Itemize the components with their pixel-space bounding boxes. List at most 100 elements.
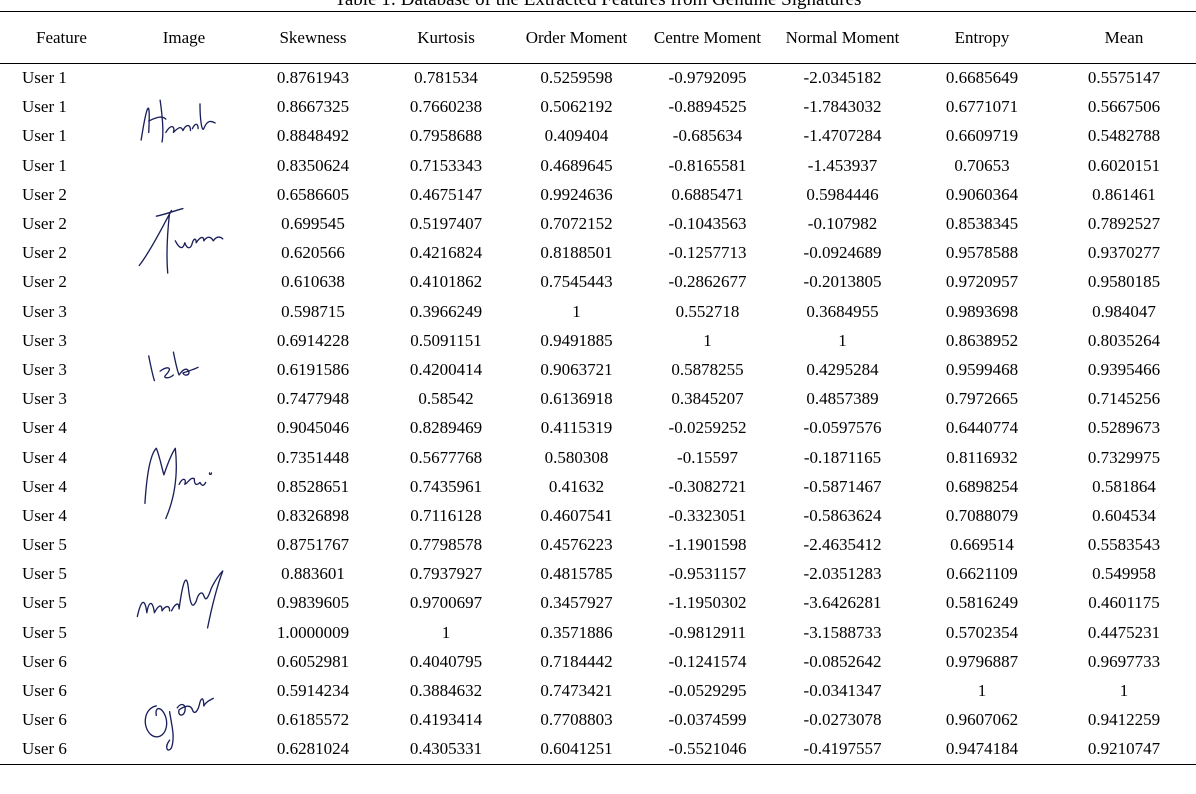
value-cell: 0.4115319 — [540, 418, 613, 438]
table-row: User 5 0.8751767 0.7798578 0.4576223 -1.1901… — [0, 531, 1196, 629]
value-cell: 0.6281024 — [245, 734, 381, 765]
value-cell: 0.3966249 — [409, 301, 483, 321]
table-row: User 6 0.6185572 0.4193414 0.7708803 -0.0374… — [0, 706, 1196, 735]
column-header-entropy: Entropy — [912, 11, 1052, 64]
value-cell: 0.9700697 — [409, 593, 483, 613]
value-cell: 0.3845207 — [671, 389, 744, 409]
value-cell: 0.8528651 — [276, 476, 350, 496]
value-cell: -2.0351283 — [803, 564, 882, 584]
features-table: Feature Image Skewness Kurtosis Order Moment… — [0, 11, 1196, 765]
value-cell: -0.0259252 — [668, 418, 747, 438]
value-cell: 0.6041251 — [511, 734, 642, 765]
value-cell: 0.8638952 — [945, 330, 1019, 350]
value-cell: -0.3323051 — [668, 505, 747, 525]
value-cell: -0.3082721 — [668, 476, 747, 496]
signature-image-user2 — [127, 182, 235, 294]
image-cell — [123, 531, 245, 629]
value-cell: -0.0924689 — [803, 243, 882, 263]
value-cell: 0.5583543 — [1087, 535, 1161, 555]
feature-cell: User 6 — [22, 710, 67, 730]
value-cell: 0.620566 — [281, 243, 345, 263]
value-cell: 0.781534 — [414, 68, 478, 88]
feature-cell: User 1 — [22, 155, 67, 175]
table-row: User 2 0.6586605 0.4675147 0.9924636 0.68854… — [0, 180, 1196, 275]
value-cell: 0.4815785 — [540, 564, 613, 584]
value-cell: 0.9395466 — [1087, 359, 1161, 379]
image-cell — [123, 64, 245, 143]
value-cell: 0.4295284 — [806, 359, 879, 379]
value-cell: 0.6191586 — [276, 359, 350, 379]
value-cell: 0.7545443 — [540, 272, 613, 292]
table-row: User 2 0.699545 0.5197407 0.7072152 -0.10435… — [0, 209, 1196, 238]
value-cell: 0.6440774 — [945, 418, 1019, 438]
value-cell: 0.5091151 — [410, 330, 482, 350]
table-row: User 1 0.8350624 0.7153343 0.4689645 -0.8165… — [0, 151, 1196, 180]
value-cell: 1 — [703, 330, 712, 350]
column-header-image: Image — [123, 11, 245, 64]
value-cell: -0.5871467 — [803, 476, 882, 496]
value-cell: -1.1950302 — [668, 593, 747, 613]
value-cell: 0.8538345 — [945, 214, 1019, 234]
table-row: User 5 0.9839605 0.9700697 0.3457927 -1.1950… — [0, 589, 1196, 618]
value-cell: 0.7116128 — [410, 505, 482, 525]
value-cell: 0.8289469 — [409, 418, 483, 438]
feature-cell: User 5 — [22, 622, 67, 642]
table-row: User 1 0.8848492 0.7958688 0.409404 -0.68563… — [0, 122, 1196, 151]
table-row: User 4 0.7351448 0.5677768 0.580308 -0.15597… — [0, 443, 1196, 472]
column-header-centre-moment: Centre Moment — [642, 11, 773, 64]
value-cell: 0.549958 — [1092, 564, 1156, 584]
image-cell — [123, 706, 245, 735]
feature-cell: User 1 — [22, 68, 67, 88]
value-cell: 0.7892527 — [1087, 214, 1161, 234]
value-cell: 0.5878255 — [671, 359, 744, 379]
value-cell: 0.5259598 — [540, 68, 613, 88]
value-cell: 0.6185572 — [276, 710, 350, 730]
value-cell: 0.4576223 — [540, 535, 613, 555]
value-cell: 0.4040795 — [409, 651, 483, 671]
table-row: User 4 0.8326898 0.7116128 0.4607541 -0.3323… — [0, 501, 1196, 530]
value-cell: -0.1241574 — [668, 651, 747, 671]
value-cell: 0.883601 — [281, 564, 345, 584]
feature-cell: User 3 — [22, 301, 67, 321]
value-cell: -0.5521046 — [642, 734, 773, 765]
table-row: User 3 0.6914228 0.5091151 0.9491885 1 1 0.863… — [0, 326, 1196, 355]
table-row: User 1 0.8667325 0.7660238 0.5062192 -0.8894… — [0, 93, 1196, 122]
value-cell: 0.6914228 — [276, 330, 350, 350]
table-row: User 4 0.9045046 0.8289469 0.4115319 -0.0259… — [0, 414, 1196, 519]
table-row: User 3 0.7477948 0.58542 0.6136918 0.3845207… — [0, 385, 1196, 414]
value-cell: 0.669514 — [950, 535, 1014, 555]
value-cell: 1 — [1119, 681, 1129, 701]
feature-cell: User 3 — [22, 359, 67, 379]
value-cell: -0.0597576 — [803, 418, 882, 438]
value-cell: 0.7477948 — [276, 389, 350, 409]
value-cell: 0.9607062 — [945, 710, 1019, 730]
image-cell — [123, 501, 245, 530]
table-row: User 2 0.620566 0.4216824 0.8188501 -0.12577… — [0, 239, 1196, 268]
value-cell: 0.7072152 — [540, 214, 613, 234]
value-cell: -0.2862677 — [668, 272, 747, 292]
column-header-order-moment: Order Moment — [511, 11, 642, 64]
value-cell: 1 — [572, 301, 581, 321]
value-cell: -2.4635412 — [803, 535, 882, 555]
value-cell: -1.453937 — [807, 155, 878, 175]
value-cell: 0.9060364 — [945, 184, 1019, 204]
feature-cell: User 5 — [22, 535, 67, 555]
value-cell: 0.984047 — [1092, 301, 1156, 321]
value-cell: 0.604534 — [1092, 505, 1156, 525]
value-cell: 0.9578588 — [945, 243, 1019, 263]
value-cell: 0.7329975 — [1087, 447, 1161, 467]
column-header-feature: Feature — [0, 11, 123, 64]
feature-cell: User 6 — [22, 681, 67, 701]
value-cell: 0.58542 — [418, 389, 474, 409]
value-cell: -0.9792095 — [668, 68, 747, 88]
value-cell: 0.6609719 — [945, 126, 1019, 146]
image-cell — [123, 180, 245, 275]
image-cell — [123, 443, 245, 472]
value-cell: 0.7798578 — [409, 535, 483, 555]
feature-cell: User 2 — [22, 272, 67, 292]
value-cell: 0.8667325 — [276, 97, 350, 117]
value-cell: 0.5289673 — [1087, 418, 1161, 438]
value-cell: 0.7351448 — [276, 447, 350, 467]
feature-cell: User 4 — [22, 447, 67, 467]
value-cell: -1.4707284 — [803, 126, 882, 146]
